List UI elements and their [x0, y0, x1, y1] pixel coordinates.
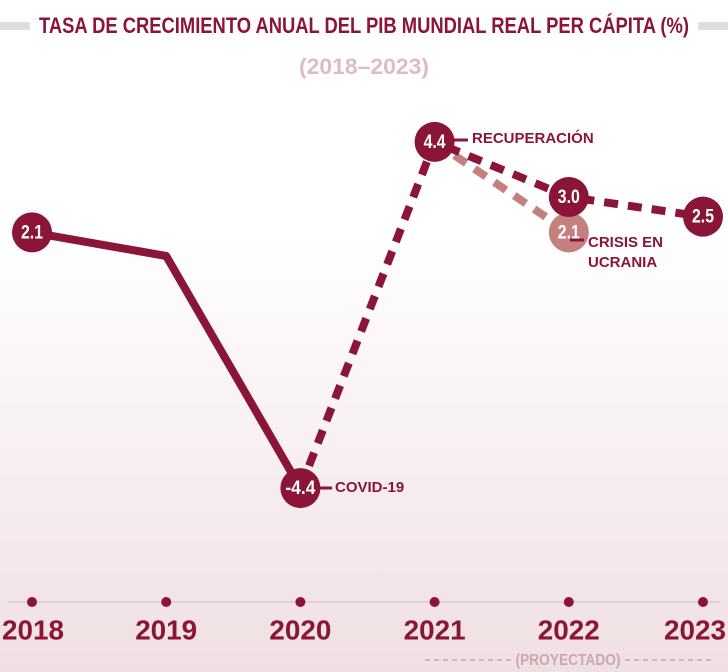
chart-title: TASA DE CRECIMIENTO ANUAL DEL PIB MUNDIA…: [39, 13, 689, 38]
point: [12, 212, 52, 253]
x-tick-label: 2023: [664, 614, 726, 645]
axis-dot: [563, 597, 574, 607]
annotation: RECUPERACIÓN: [472, 130, 594, 147]
chart-subtitle: (2018–2023): [299, 54, 429, 79]
axis-dot: [698, 597, 708, 607]
point: [280, 468, 321, 509]
annotation: COVID-19: [335, 479, 405, 496]
value-label: 2.1: [21, 222, 43, 243]
annotation: CRISIS EN UCRANIA: [588, 234, 664, 271]
axis-dot: [161, 597, 172, 607]
x-tick-label: 2022: [538, 614, 600, 645]
series-line: [432, 138, 572, 236]
axis-dot: [295, 597, 306, 607]
point: [548, 212, 589, 253]
point: [414, 121, 455, 162]
x-tick-label: 2021: [404, 614, 466, 645]
point: [683, 196, 723, 237]
value-label: 4.4: [424, 132, 446, 153]
value-label: -4.4: [285, 478, 315, 499]
series-line: [296, 137, 704, 490]
value-label: 2.5: [692, 207, 714, 228]
x-tick-label: 2019: [135, 614, 197, 645]
axis-dot: [27, 597, 37, 607]
series-line: [31, 228, 304, 491]
x-tick-label: 2020: [269, 614, 331, 645]
x-tick-label: 2018: [2, 614, 64, 645]
point: [548, 177, 589, 217]
footnote: (PROYECTADO): [516, 652, 621, 669]
value-label: 3.0: [558, 187, 580, 208]
value-label: 2.1: [558, 222, 580, 243]
axis-dot: [429, 597, 440, 607]
